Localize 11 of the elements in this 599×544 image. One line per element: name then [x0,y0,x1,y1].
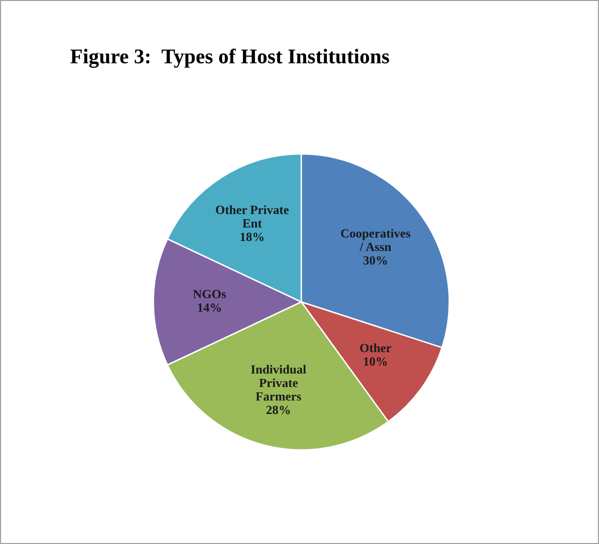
data-label: 18% [240,232,264,242]
slice-label: NGOs [193,290,226,298]
data-label: 14% [198,303,221,312]
slice-label: Cooperatives / Assn [341,228,410,252]
slice-label: Other Private Ent [216,205,289,228]
chart-title: Figure 3: Types of Host Institutions [70,48,390,68]
data-label: 10% [364,357,387,366]
data-label: 30% [363,256,387,265]
slice-label: Other [360,343,392,352]
slice-label: Individual Private Farmers [251,364,306,401]
data-label: 28% [266,406,290,414]
